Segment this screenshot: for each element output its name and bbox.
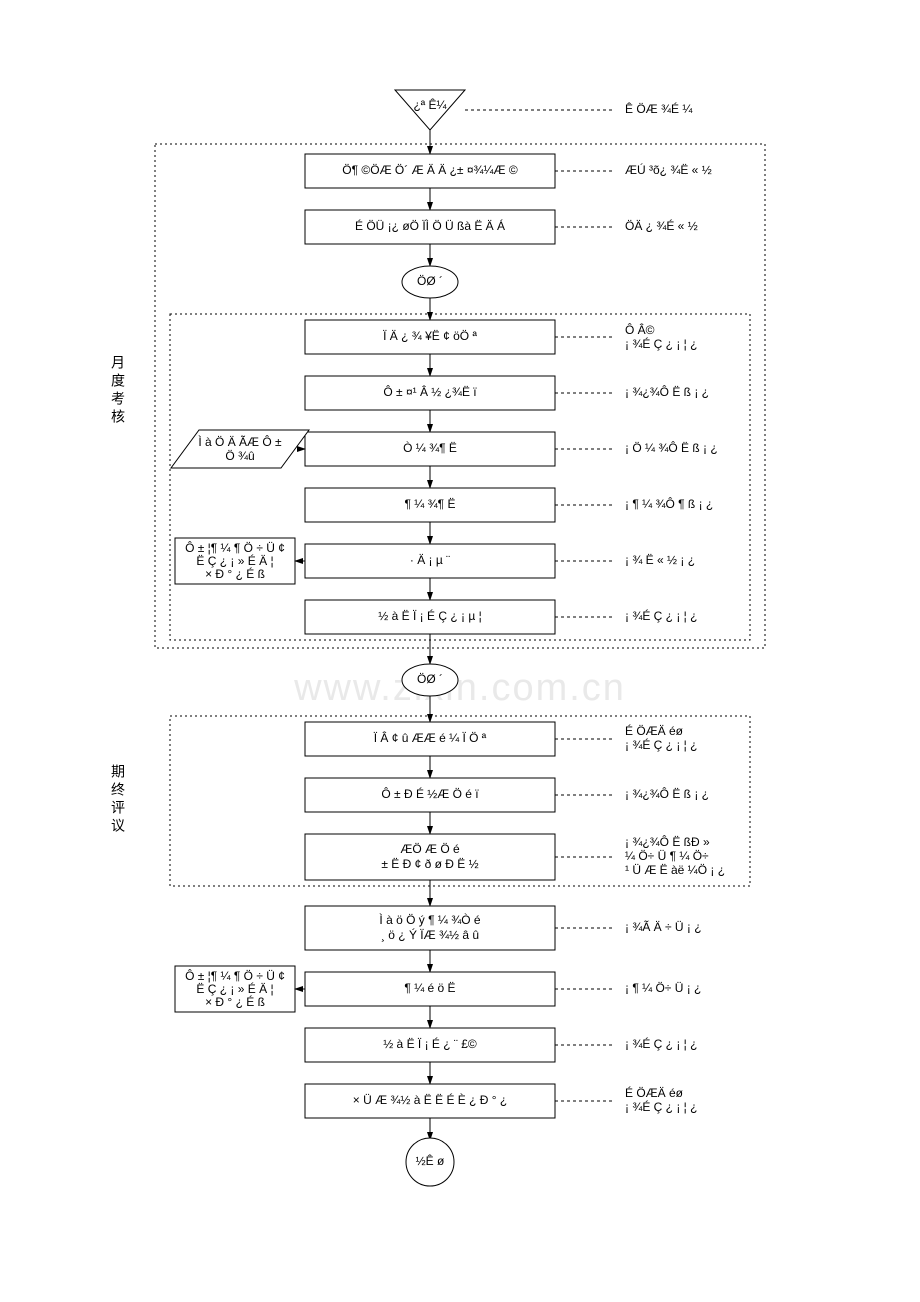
svg-text:Ò ¼ ¾¶ Ë: Ò ¼ ¾¶ Ë	[403, 440, 457, 455]
svg-text:¶ ¼ é ö Ë: ¶ ¼ é ö Ë	[404, 981, 455, 995]
svg-text:É ÖÆÄ éø¡ ¾É Ç ¿ ¡ ¦ ¿: É ÖÆÄ éø¡ ¾É Ç ¿ ¡ ¦ ¿	[625, 723, 697, 752]
svg-text:¡ ¾Ã Ä ÷ Ü ¡ ¿: ¡ ¾Ã Ä ÷ Ü ¡ ¿	[625, 920, 702, 934]
svg-text:¡ Ö ¼ ¾Ô Ë ß ¡ ¿: ¡ Ö ¼ ¾Ô Ë ß ¡ ¿	[625, 440, 718, 455]
svg-text:¿ª Ê¼: ¿ª Ê¼	[413, 97, 447, 112]
svg-text:¡ ¾É Ç ¿ ¡ ¦ ¿: ¡ ¾É Ç ¿ ¡ ¦ ¿	[625, 608, 697, 623]
svg-text:· Ä ¡ µ ¨: · Ä ¡ µ ¨	[410, 553, 450, 567]
svg-text:ÖÄ ¿ ¾É « ½: ÖÄ ¿ ¾É « ½	[625, 218, 698, 233]
svg-text:Ê ÖÆ ¾É ¼: Ê ÖÆ ¾É ¼	[625, 101, 693, 116]
svg-text:考: 考	[111, 391, 125, 407]
svg-text:½ à Ë Ï ¡ É Ç ¿ ¡ µ ¦: ½ à Ë Ï ¡ É Ç ¿ ¡ µ ¦	[378, 608, 481, 623]
svg-text:¶ ¼ ¾¶ Ë: ¶ ¼ ¾¶ Ë	[405, 497, 456, 511]
svg-text:评: 评	[111, 800, 125, 816]
svg-text:¡ ¾¿¾Ô Ë ßÐ »¼ Ö÷ Ü ¶ ¼ Ö÷¹ Ü: ¡ ¾¿¾Ô Ë ßÐ »¼ Ö÷ Ü ¶ ¼ Ö÷¹ Ü Æ Ë àë ¼Ö …	[625, 834, 725, 877]
svg-text:ÆÚ ³õ¿ ¾Ë « ½: ÆÚ ³õ¿ ¾Ë « ½	[625, 162, 712, 177]
svg-text:月: 月	[111, 355, 125, 371]
svg-text:¡ ¶ ¼ ¾Ô ¶ ß ¡ ¿: ¡ ¶ ¼ ¾Ô ¶ ß ¡ ¿	[625, 496, 713, 511]
svg-text:Ï Â ¢ û ÆÆ é ¼ Ï Ö ª: Ï Â ¢ û ÆÆ é ¼ Ï Ö ª	[374, 730, 487, 745]
svg-text:Ô Â©¡ ¾É Ç ¿ ¡ ¦ ¿: Ô Â©¡ ¾É Ç ¿ ¡ ¦ ¿	[625, 322, 697, 351]
svg-text:¡ ¾ Ë « ½ ¡ ¿: ¡ ¾ Ë « ½ ¡ ¿	[625, 553, 695, 567]
svg-text:½ à Ë Ï ¡ É ¿ ¨ £©: ½ à Ë Ï ¡ É ¿ ¨ £©	[383, 1036, 477, 1051]
svg-text:ÖØ ´: ÖØ ´	[417, 274, 443, 288]
svg-text:Ö¶ ©ÖÆ Ö´ Æ Ä Ä ¿± ¤¾¼Æ ©: Ö¶ ©ÖÆ Ö´ Æ Ä Ä ¿± ¤¾¼Æ ©	[342, 163, 518, 177]
svg-text:度: 度	[111, 373, 125, 389]
svg-text:É ÖÆÄ éø¡ ¾É Ç ¿ ¡ ¦ ¿: É ÖÆÄ éø¡ ¾É Ç ¿ ¡ ¦ ¿	[625, 1085, 697, 1114]
svg-text:Ï Ä ¿ ¾ ¥Ë ¢ öÖ ª: Ï Ä ¿ ¾ ¥Ë ¢ öÖ ª	[383, 329, 477, 343]
svg-text:Ô ± ¤¹ Â ½ ¿¾Ë ï: Ô ± ¤¹ Â ½ ¿¾Ë ï	[383, 384, 477, 399]
svg-text:¡ ¾¿¾Ô Ë ß ¡ ¿: ¡ ¾¿¾Ô Ë ß ¡ ¿	[625, 786, 709, 801]
svg-text:½Ê ø: ½Ê ø	[416, 1153, 445, 1168]
svg-text:www.zixin.com.cn: www.zixin.com.cn	[293, 667, 626, 709]
svg-text:É ÖÜ ¡¿ øÖ ÏÌ Ö Ü ßà Ë Ä Á: É ÖÜ ¡¿ øÖ ÏÌ Ö Ü ßà Ë Ä Á	[355, 218, 505, 233]
svg-text:终: 终	[111, 782, 125, 798]
svg-text:× Ü Æ ¾½ à Ë Ë É È ¿ Ð ° ¿: × Ü Æ ¾½ à Ë Ë É È ¿ Ð ° ¿	[353, 1092, 508, 1107]
svg-text:ÖØ ´: ÖØ ´	[417, 672, 443, 686]
svg-text:¡ ¾¿¾Ô Ë ß ¡ ¿: ¡ ¾¿¾Ô Ë ß ¡ ¿	[625, 384, 709, 399]
svg-text:¡ ¶ ¼ Ö÷ Ü ¡ ¿: ¡ ¶ ¼ Ö÷ Ü ¡ ¿	[625, 981, 701, 995]
svg-text:¡ ¾É Ç ¿ ¡ ¦ ¿: ¡ ¾É Ç ¿ ¡ ¦ ¿	[625, 1036, 697, 1051]
svg-text:议: 议	[111, 818, 125, 834]
svg-text:核: 核	[111, 409, 125, 425]
svg-text:期: 期	[111, 764, 125, 780]
svg-text:Ô ± Ð É ½Æ Ö é ï: Ô ± Ð É ½Æ Ö é ï	[381, 786, 479, 801]
